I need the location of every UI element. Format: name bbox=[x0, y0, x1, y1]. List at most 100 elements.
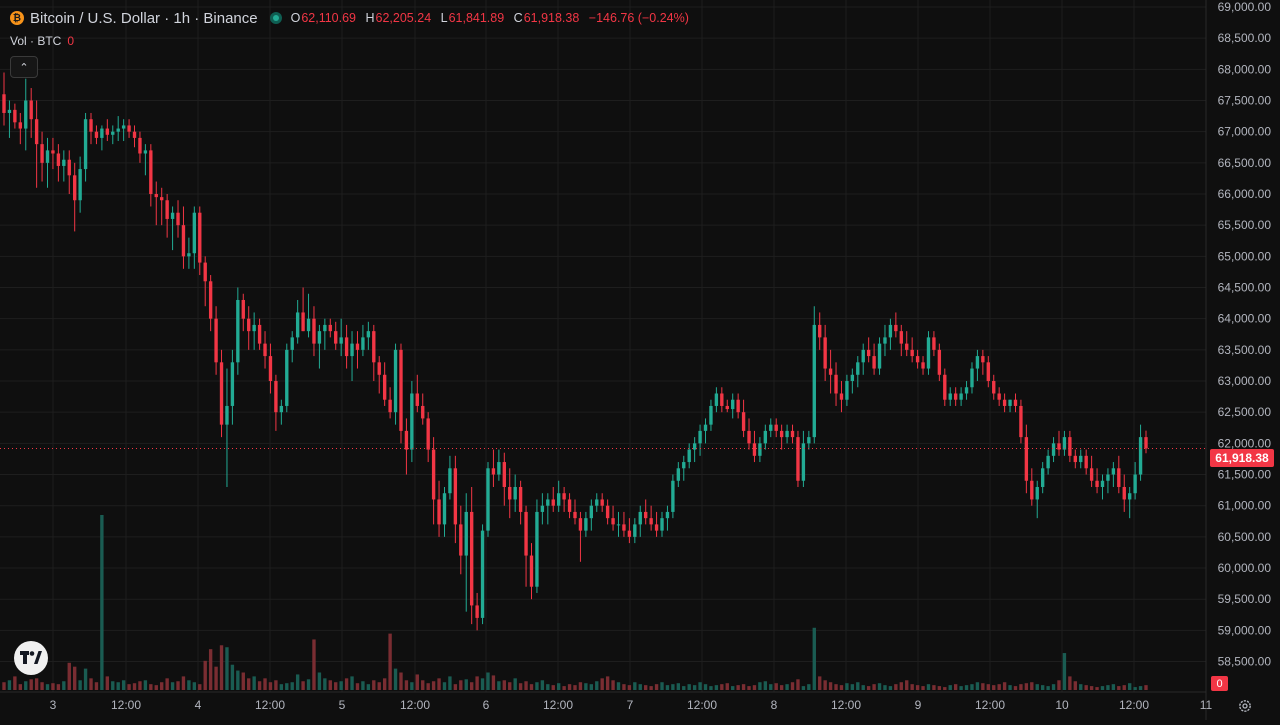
candle-body bbox=[274, 381, 278, 413]
candle-body bbox=[475, 605, 479, 618]
candle bbox=[752, 430, 757, 463]
candle bbox=[888, 318, 893, 350]
volume-bar bbox=[948, 685, 952, 690]
time-tick-label: 12:00 bbox=[543, 698, 573, 712]
candle bbox=[763, 424, 768, 450]
candle-body bbox=[154, 194, 158, 198]
candle bbox=[682, 455, 686, 481]
candle bbox=[404, 418, 409, 475]
volume-bar bbox=[116, 682, 120, 690]
volume-legend[interactable]: Vol · BTC 0 bbox=[10, 34, 74, 48]
volume-bar bbox=[241, 672, 245, 690]
volume-bar bbox=[274, 680, 278, 690]
candle-body bbox=[105, 128, 110, 135]
price-axis[interactable]: 69,000.00 68,500.00 68,000.00 67,500.00 67,0… bbox=[1218, 0, 1272, 669]
volume-bar bbox=[725, 683, 729, 690]
volume-bar bbox=[285, 683, 289, 690]
tradingview-logo-icon[interactable] bbox=[14, 641, 48, 675]
candle bbox=[1035, 480, 1039, 519]
candle bbox=[595, 493, 599, 512]
candle-body bbox=[578, 518, 583, 531]
candle-body bbox=[926, 337, 931, 369]
volume-bar bbox=[736, 685, 740, 690]
candle-body bbox=[219, 362, 224, 425]
candle bbox=[562, 486, 566, 512]
candle-body bbox=[540, 505, 545, 512]
candle-body bbox=[731, 399, 735, 410]
candle-body bbox=[252, 324, 256, 332]
chart-settings-gear-icon[interactable] bbox=[1236, 697, 1254, 715]
candle-body bbox=[1122, 486, 1126, 500]
volume-bar bbox=[622, 684, 626, 690]
volume-bar bbox=[518, 683, 523, 690]
volume-bar bbox=[344, 678, 349, 690]
candle-body bbox=[1106, 474, 1110, 481]
candle bbox=[18, 112, 23, 145]
candle bbox=[899, 324, 903, 357]
symbol-legend[interactable]: ₿ Bitcoin / U.S. Dollar · 1h · Binance O… bbox=[10, 8, 695, 28]
price-tick-label: 64,500.00 bbox=[1218, 281, 1272, 295]
candle bbox=[491, 449, 496, 487]
candle bbox=[344, 324, 349, 369]
candle bbox=[1084, 449, 1088, 475]
collapse-legend-button[interactable]: ⌃ bbox=[10, 56, 38, 78]
candle-body bbox=[529, 555, 534, 587]
volume-bar bbox=[317, 672, 322, 690]
volume-bar bbox=[769, 684, 773, 690]
candle-body bbox=[616, 524, 621, 526]
candle-body bbox=[241, 299, 245, 319]
candle-body bbox=[121, 125, 126, 129]
candle bbox=[578, 511, 583, 562]
candle-body bbox=[13, 109, 17, 123]
candle-body bbox=[839, 393, 844, 400]
candle bbox=[62, 150, 66, 182]
candle-body bbox=[763, 430, 768, 444]
candle bbox=[355, 331, 360, 369]
candle-body bbox=[801, 443, 806, 481]
candle bbox=[1002, 393, 1007, 413]
candle bbox=[1144, 430, 1148, 454]
candle-body bbox=[415, 393, 419, 406]
volume-bar bbox=[263, 678, 267, 690]
candle bbox=[1057, 430, 1061, 456]
candle-body bbox=[698, 430, 702, 444]
candle-body bbox=[807, 437, 811, 444]
volume-bar bbox=[796, 679, 800, 690]
volume-bar bbox=[268, 682, 273, 690]
candle-body bbox=[45, 150, 50, 163]
candle-body bbox=[230, 362, 235, 406]
symbol-title[interactable]: Bitcoin / U.S. Dollar · 1h · Binance bbox=[30, 9, 258, 27]
candle bbox=[279, 399, 284, 425]
volume-bar bbox=[731, 686, 735, 690]
candle bbox=[464, 493, 468, 612]
candle-body bbox=[502, 462, 506, 487]
price-tick-label: 69,000.00 bbox=[1218, 0, 1272, 14]
volume-bar bbox=[812, 627, 816, 690]
candle bbox=[285, 343, 289, 413]
candle-body bbox=[644, 511, 648, 519]
candle bbox=[1106, 468, 1110, 494]
low-label: L bbox=[440, 11, 448, 25]
volume-bar bbox=[975, 682, 980, 690]
volume-bar bbox=[1019, 684, 1023, 690]
time-tick-label: 12:00 bbox=[400, 698, 430, 712]
price-tick-label: 63,000.00 bbox=[1218, 374, 1272, 388]
volume-bar bbox=[660, 682, 664, 690]
candle-body bbox=[377, 362, 381, 375]
time-axis[interactable]: 3 12:00 4 12:00 5 12:00 6 12:00 7 12:00 8 12:00 9 12:… bbox=[50, 698, 1213, 712]
volume-bar bbox=[633, 682, 637, 690]
volume-bar bbox=[551, 685, 555, 690]
volume-bar bbox=[34, 678, 39, 690]
candle-body bbox=[361, 337, 365, 350]
candle bbox=[45, 137, 50, 188]
volume-bar bbox=[790, 682, 795, 690]
candle-body bbox=[497, 462, 501, 475]
time-tick-label: 4 bbox=[195, 698, 202, 712]
candle-body bbox=[257, 324, 262, 344]
candle bbox=[823, 324, 827, 382]
time-tick-label: 12:00 bbox=[975, 698, 1005, 712]
volume-bar bbox=[399, 672, 403, 690]
price-tick-label: 61,500.00 bbox=[1218, 468, 1272, 482]
